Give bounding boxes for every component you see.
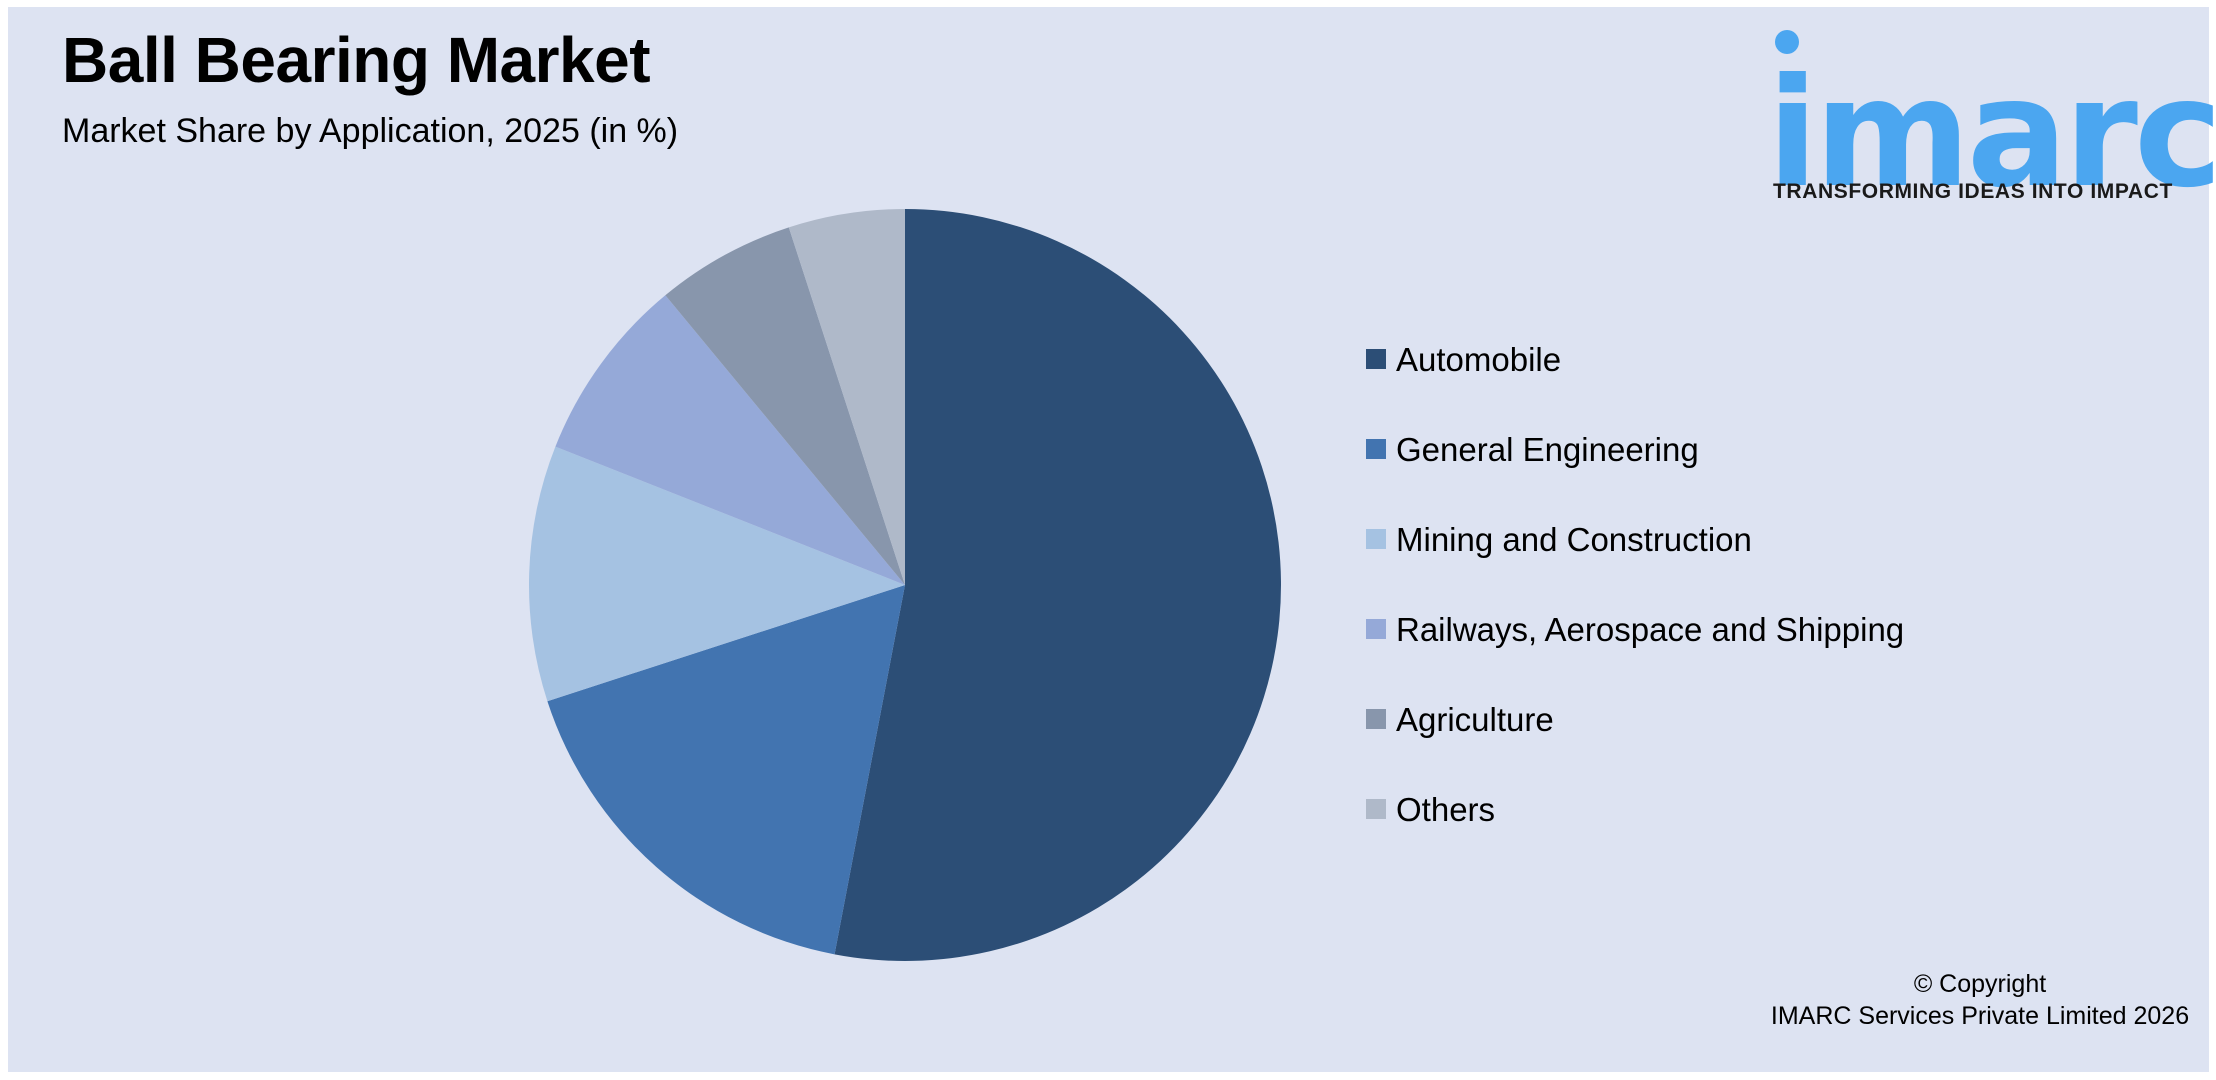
legend-item: Railways, Aerospace and Shipping (1366, 609, 1904, 649)
legend-swatch-icon (1366, 619, 1386, 639)
imarc-logo: imarc TRANSFORMING IDEAS INTO IMPACT (1765, 25, 2216, 210)
chart-title: Ball Bearing Market (62, 24, 651, 96)
pie-slice-automobile (834, 209, 1281, 961)
legend-item: Others (1366, 789, 1495, 829)
copyright-notice: © Copyright IMARC Services Private Limit… (1740, 968, 2216, 1032)
legend-label: Mining and Construction (1396, 520, 1752, 558)
legend-label: Others (1396, 790, 1496, 828)
legend-label: General Engineering (1396, 430, 1699, 468)
pie-slice-general-engineering (547, 585, 905, 955)
pie-slice-others (788, 209, 905, 585)
legend-swatch-icon (1366, 349, 1386, 369)
legend-item: Agriculture (1366, 699, 1554, 739)
pie-slice-agriculture (665, 227, 905, 585)
legend-item: Automobile (1366, 339, 1561, 379)
legend-swatch-icon (1366, 799, 1386, 819)
legend-swatch-icon (1366, 529, 1386, 549)
logo-wordmark: imarc (1767, 47, 2216, 221)
legend-label: Railways, Aerospace and Shipping (1396, 610, 1905, 648)
legend-swatch-icon (1366, 439, 1386, 459)
pie-slice-mining-and-construction (528, 446, 905, 702)
legend-item: General Engineering (1366, 429, 1699, 469)
legend-item: Mining and Construction (1366, 519, 1752, 559)
logo-tagline: TRANSFORMING IDEAS INTO IMPACT (1773, 180, 2173, 203)
logo-dot-icon (1775, 30, 1799, 54)
copyright-line-1: © Copyright (1913, 970, 2047, 998)
pie-slice-railways-aerospace-and-shipping (555, 295, 905, 585)
legend-swatch-icon (1366, 709, 1386, 729)
copyright-line-2: IMARC Services Private Limited 2026 (1770, 1002, 2190, 1030)
legend-label: Agriculture (1396, 700, 1554, 738)
chart-subtitle: Market Share by Application, 2025 (in %) (62, 112, 679, 150)
legend-label: Automobile (1396, 340, 1562, 378)
